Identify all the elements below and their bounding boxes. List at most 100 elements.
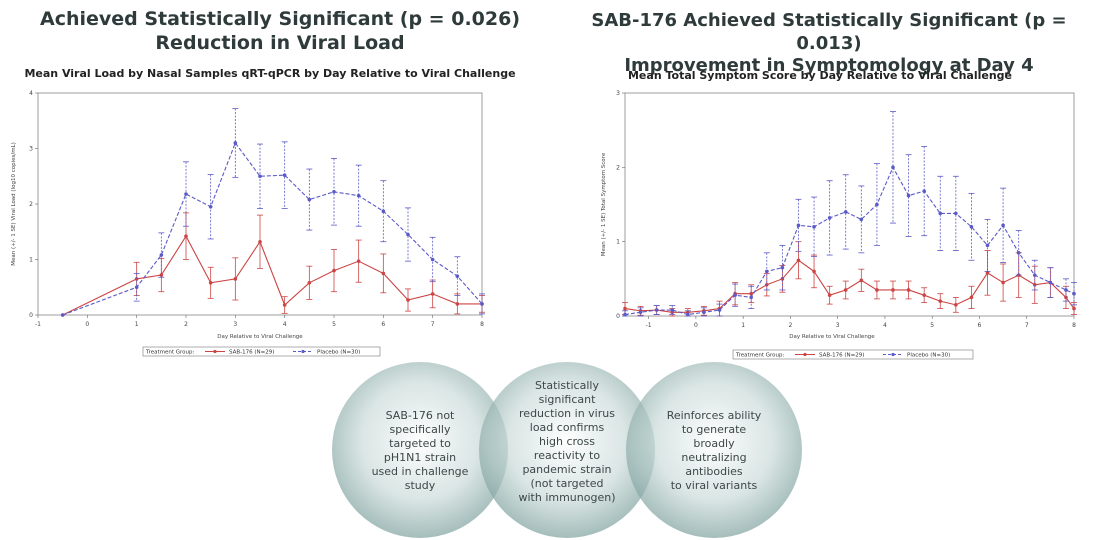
left-headline: Achieved Statistically Significant (p = … — [20, 8, 540, 56]
series-sab-176 — [60, 212, 485, 317]
x-tick-label: 2 — [184, 321, 188, 328]
y-axis-label: Mean (+/- 1 SE) Viral Load (log10 copies… — [11, 142, 17, 266]
venn-text-line: antibodies — [685, 465, 743, 478]
data-point — [60, 313, 65, 317]
venn-circle-1 — [332, 362, 508, 538]
legend-box — [732, 349, 974, 360]
venn-text-line: targeted to — [389, 437, 451, 450]
x-tick-label: 8 — [480, 321, 484, 328]
data-point — [891, 165, 895, 170]
legend-entry: SAB-176 (N=29) — [819, 353, 864, 359]
x-tick-label: 4 — [283, 321, 287, 328]
series-sab-176 — [622, 241, 1077, 317]
venn-text-line: broadly — [693, 437, 735, 450]
x-tick-label: 7 — [431, 321, 435, 328]
x-tick-label: 2 — [789, 322, 793, 329]
data-point — [812, 269, 816, 274]
data-point — [455, 274, 460, 278]
data-point — [875, 202, 879, 207]
venn-text-line: with immunogen) — [518, 491, 615, 504]
y-axis-label: Mean (+/- 1 SE) Total Symptom Score — [601, 152, 607, 256]
data-point — [623, 312, 627, 317]
data-point — [780, 265, 785, 270]
data-point — [812, 225, 816, 229]
venn-circle-1-text: SAB-176 not specifically targeted to pH1N1 … — [372, 409, 469, 492]
data-point — [480, 302, 484, 306]
right-headline-line-1: SAB-176 Achieved Statistically Significa… — [591, 10, 1067, 54]
x-axis-label: Day Relative to Viral Challenge — [217, 334, 303, 340]
data-point — [134, 277, 139, 281]
data-point — [638, 310, 643, 315]
y-tick-label: 2 — [616, 164, 620, 171]
venn-circles: SAB-176 not specifically targeted to pH1N1 … — [332, 362, 802, 538]
data-point — [233, 277, 238, 281]
left-headline-line-2: Reduction in Viral Load — [155, 31, 405, 54]
data-point — [702, 310, 706, 315]
data-point — [717, 308, 722, 312]
data-point — [233, 141, 238, 145]
data-point — [406, 232, 410, 237]
y-tick-label: 2 — [29, 201, 33, 208]
x-tick-label: 4 — [883, 322, 887, 329]
venn-text-line: significant — [539, 393, 596, 406]
data-point — [282, 173, 287, 177]
series-line — [62, 141, 483, 316]
data-point — [258, 174, 262, 179]
data-point — [969, 225, 974, 229]
series-line — [62, 235, 482, 316]
venn-circle-3-text: Reinforces ability to generate broadly neut… — [667, 409, 762, 492]
data-point — [208, 204, 213, 209]
data-point — [938, 211, 943, 216]
venn-text-line: high cross — [539, 435, 595, 448]
x-tick-label: 7 — [1025, 322, 1029, 329]
data-point — [843, 288, 848, 292]
data-point — [184, 192, 188, 196]
venn-text-line: to viral variants — [671, 479, 758, 492]
data-point — [906, 193, 911, 198]
data-point — [922, 293, 926, 297]
data-point — [307, 197, 312, 202]
venn-text-line: load confirms — [530, 421, 605, 434]
data-point — [843, 210, 848, 214]
y-tick-label: 1 — [616, 239, 620, 246]
data-point — [623, 306, 627, 311]
venn-text-line: used in challenge — [372, 465, 469, 478]
x-tick-label: -1 — [646, 322, 652, 329]
venn-circle-2 — [479, 362, 655, 538]
right-headline: SAB-176 Achieved Statistically Significa… — [565, 10, 1093, 78]
data-point — [859, 278, 864, 283]
data-point — [985, 243, 990, 248]
data-point — [654, 308, 659, 312]
data-point — [827, 293, 832, 297]
data-point — [1001, 223, 1005, 228]
y-tick-label: 3 — [29, 146, 33, 153]
x-tick-label: 5 — [930, 322, 934, 329]
data-point — [282, 303, 287, 307]
x-tick-label: 6 — [381, 321, 385, 328]
series-placebo — [622, 111, 1077, 317]
left-headline-line-1: Achieved Statistically Significant (p = … — [39, 8, 521, 30]
data-point — [796, 223, 801, 228]
data-point — [875, 288, 879, 292]
legend-marker — [891, 352, 895, 357]
data-point — [954, 303, 958, 307]
venn-text-line: pH1N1 strain — [384, 451, 456, 464]
legend-marker — [803, 352, 807, 357]
data-point — [969, 295, 974, 300]
legend: Treatment Group: SAB-176 (N=29) Placebo (N… — [142, 346, 381, 357]
data-point — [733, 293, 737, 297]
venn-text-line: specifically — [390, 423, 451, 436]
legend: Treatment Group: SAB-176 (N=29) Placebo (N… — [732, 349, 974, 360]
data-point — [859, 217, 864, 222]
data-point — [796, 258, 801, 263]
y-tick-label: 4 — [29, 90, 33, 97]
data-point — [686, 312, 690, 317]
legend-entry: Placebo (N=30) — [907, 353, 950, 359]
data-point — [1001, 280, 1005, 285]
y-tick-label: 0 — [616, 313, 620, 320]
data-point — [827, 216, 832, 220]
series-line — [624, 166, 1075, 316]
x-tick-label: 3 — [836, 322, 840, 329]
right-headline-line-2: Improvement in Symptomology at Day 4 — [624, 55, 1034, 76]
